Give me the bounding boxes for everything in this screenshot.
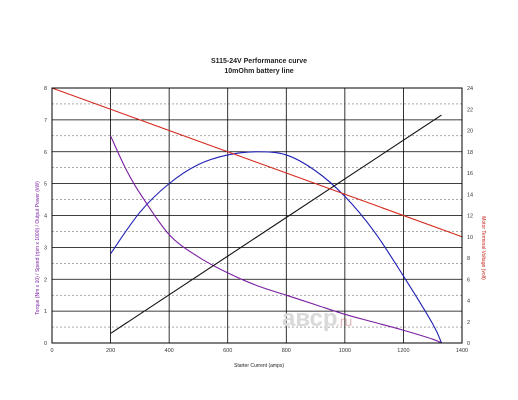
chart-title: S115-24V Performance curve bbox=[211, 58, 307, 65]
y-left-tick-label: 4 bbox=[44, 214, 47, 220]
series-layer bbox=[51, 87, 463, 344]
y-left-tick-label: 8 bbox=[44, 86, 47, 92]
series-line-3 bbox=[110, 114, 442, 334]
plot-frame bbox=[51, 87, 463, 344]
y-left-tick-label: 7 bbox=[44, 118, 47, 124]
x-tick-label: 1200 bbox=[397, 348, 409, 354]
y-axis-right-label: Motor Terminal Voltage (volt) bbox=[480, 216, 486, 280]
y-left-tick-label: 2 bbox=[44, 277, 47, 283]
y-right-tick-label: 2 bbox=[467, 320, 470, 326]
y-left-tick-label: 1 bbox=[44, 309, 47, 315]
series-line-4 bbox=[51, 87, 463, 238]
y-right-tick-label: 20 bbox=[467, 129, 473, 135]
y-right-tick-label: 6 bbox=[467, 277, 470, 283]
y-right-tick-label: 24 bbox=[467, 86, 473, 92]
y-right-tick-label: 10 bbox=[467, 235, 473, 241]
y-right-tick-label: 18 bbox=[467, 150, 473, 156]
y-axis-left-label: Torque (Nm x 10) / Speed (rpm x 1000) / … bbox=[35, 181, 41, 315]
x-tick-label: 800 bbox=[282, 348, 291, 354]
y-left-tick-label: 5 bbox=[44, 182, 47, 188]
y-right-tick-label: 12 bbox=[467, 214, 473, 220]
x-tick-label: 200 bbox=[106, 348, 115, 354]
y-right-tick-label: 16 bbox=[467, 171, 473, 177]
chart-subtitle: 10mOhm battery line bbox=[224, 68, 293, 75]
x-tick-label: 600 bbox=[223, 348, 232, 354]
y-right-tick-label: 0 bbox=[467, 341, 470, 347]
y-right-tick-label: 14 bbox=[467, 192, 473, 198]
y-left-tick-label: 0 bbox=[44, 341, 47, 347]
x-tick-label: 400 bbox=[165, 348, 174, 354]
x-tick-label: 0 bbox=[50, 348, 53, 354]
ticks: 0 200 400 600 800 1000 1200 1400012345678024681… bbox=[44, 86, 473, 354]
y-left-tick-label: 6 bbox=[44, 150, 47, 156]
grid bbox=[51, 87, 463, 344]
x-axis-label: Starter Current (amps) bbox=[234, 363, 284, 369]
y-left-tick-label: 3 bbox=[44, 245, 47, 251]
y-right-tick-label: 8 bbox=[467, 256, 470, 262]
x-tick-label: 1400 bbox=[456, 348, 468, 354]
series-line-2 bbox=[110, 135, 442, 344]
watermark: aвсp .ru bbox=[282, 305, 352, 332]
x-tick-label: 1000 bbox=[339, 348, 351, 354]
watermark-suffix: .ru bbox=[336, 313, 352, 329]
y-right-tick-label: 22 bbox=[467, 107, 473, 113]
series-line-1 bbox=[110, 151, 443, 344]
y-right-tick-label: 4 bbox=[467, 299, 470, 305]
